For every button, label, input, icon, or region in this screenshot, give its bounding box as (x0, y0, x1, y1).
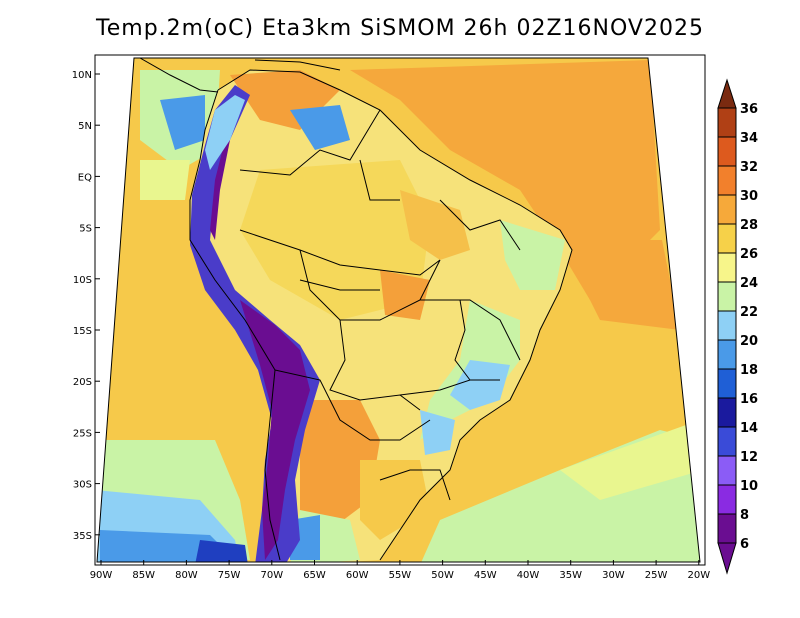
domain-outline (96, 57, 701, 563)
colorbar-segment (717, 368, 737, 399)
andes-north-cold (210, 140, 230, 240)
colorbar-segment (717, 397, 737, 428)
colorbar-label: 28 (740, 218, 758, 233)
lat-tick-label: 10N (72, 70, 92, 81)
border-uruguay (379, 469, 451, 501)
lat-tick-label: 10S (73, 275, 92, 286)
border-amazon (239, 229, 441, 276)
colorbar-segment (717, 194, 737, 225)
lon-tick-label: 40W (517, 570, 540, 581)
caribbean-coast (254, 59, 341, 71)
colorbar-label: 14 (740, 421, 758, 436)
longitude-axis: 90W 85W 80W 75W 70W 65W 60W 55W 50W 45W 40W 35W 30W 2… (90, 560, 710, 581)
colorbar-segment (717, 223, 737, 254)
colorbar-segment (717, 426, 737, 457)
andes-north-highland (205, 95, 245, 170)
border-sao-paulo (399, 379, 500, 396)
border-minas (454, 299, 471, 381)
mild-south-atlantic (560, 420, 700, 500)
border-mato-grosso (299, 279, 380, 291)
atlantic-coastline (217, 69, 573, 561)
latitude-axis: 10N 5N EQ 5S 10S 15S 20S 25S 30S 35S (72, 70, 100, 542)
colorbar-segment (717, 136, 737, 167)
colorbar-label: 20 (740, 334, 758, 349)
colorbar-label: 12 (740, 450, 758, 465)
colorbar-segment (717, 165, 737, 196)
lat-tick-label: 30S (73, 480, 92, 491)
colorbar-segment (717, 281, 737, 312)
border-para (359, 159, 400, 201)
colorbar-segment (717, 339, 737, 370)
lon-tick-label: 35W (559, 570, 582, 581)
southeast-cool (450, 360, 510, 410)
lon-tick-label: 85W (132, 570, 155, 581)
colorbar-top-arrow (717, 78, 737, 109)
lon-tick-label: 65W (303, 570, 326, 581)
lat-tick-label: 15S (73, 326, 92, 337)
lon-tick-label: 60W (346, 570, 369, 581)
colorbar-segment (717, 484, 737, 515)
colorbar-segment (717, 107, 737, 138)
colorbar-segment (717, 310, 737, 341)
lon-tick-label: 30W (602, 570, 625, 581)
colorbar-label: 10 (740, 479, 758, 494)
colorbar-label: 32 (740, 160, 758, 175)
colorbar-label: 16 (740, 392, 758, 407)
border-argentina (274, 369, 431, 441)
border-bolivia (299, 249, 441, 321)
colorbar-label: 30 (740, 189, 758, 204)
lon-tick-label: 55W (389, 570, 412, 581)
colorbar-label: 18 (740, 363, 758, 378)
border-paraguay (329, 319, 421, 411)
lat-tick-label: 25S (73, 428, 92, 439)
border-north (239, 109, 381, 176)
northeast-warm (400, 190, 470, 260)
lat-tick-label: 5N (78, 121, 92, 132)
central-brazil-hot (380, 270, 430, 320)
border-nordeste (439, 199, 521, 251)
lon-tick-label: 45W (474, 570, 497, 581)
warm-atlantic-south (560, 240, 680, 330)
colorbar-label: 8 (740, 508, 749, 523)
colorbar-label: 34 (740, 131, 758, 146)
colorbar: 36 34 32 30 28 26 24 22 20 18 16 14 12 10 8 6 (717, 78, 758, 575)
lat-tick-label: 35S (73, 531, 92, 542)
lon-tick-label: 20W (687, 570, 710, 581)
colorbar-segment (717, 513, 737, 544)
pacific-coastline (189, 89, 281, 561)
lon-tick-label: 25W (645, 570, 668, 581)
colorbar-label: 22 (740, 305, 758, 320)
andes-cold (240, 300, 310, 560)
central-america-coast (139, 58, 219, 93)
lon-tick-label: 90W (90, 570, 113, 581)
colorbar-segment (717, 455, 737, 486)
lon-tick-label: 75W (218, 570, 241, 581)
coldest-south-pacific (195, 540, 248, 562)
lon-tick-label: 70W (260, 570, 283, 581)
lat-tick-label: 20S (73, 377, 92, 388)
colorbar-label: 24 (740, 276, 758, 291)
lon-tick-label: 50W (431, 570, 454, 581)
temperature-field (97, 58, 700, 562)
pacific-eq-mild (140, 160, 190, 200)
pampas-warm (360, 460, 430, 540)
map-title: Temp.2m(oC) Eta3km SiSMOM 26h 02Z16NOV20… (96, 16, 704, 41)
lat-tick-label: 5S (79, 224, 92, 235)
nordeste-highland (500, 220, 565, 290)
colorbar-label: 36 (740, 102, 758, 117)
colorbar-bottom-arrow (717, 542, 737, 575)
guiana-highland (290, 105, 350, 150)
colorbar-label: 6 (740, 537, 749, 552)
pacific-north-cold (160, 95, 205, 150)
border-southeast (420, 299, 521, 361)
lon-tick-label: 80W (175, 570, 198, 581)
colorbar-label: 26 (740, 247, 758, 262)
country-borders (189, 69, 573, 561)
lat-tick-label: EQ (78, 172, 92, 183)
colorbar-segment (717, 252, 737, 283)
